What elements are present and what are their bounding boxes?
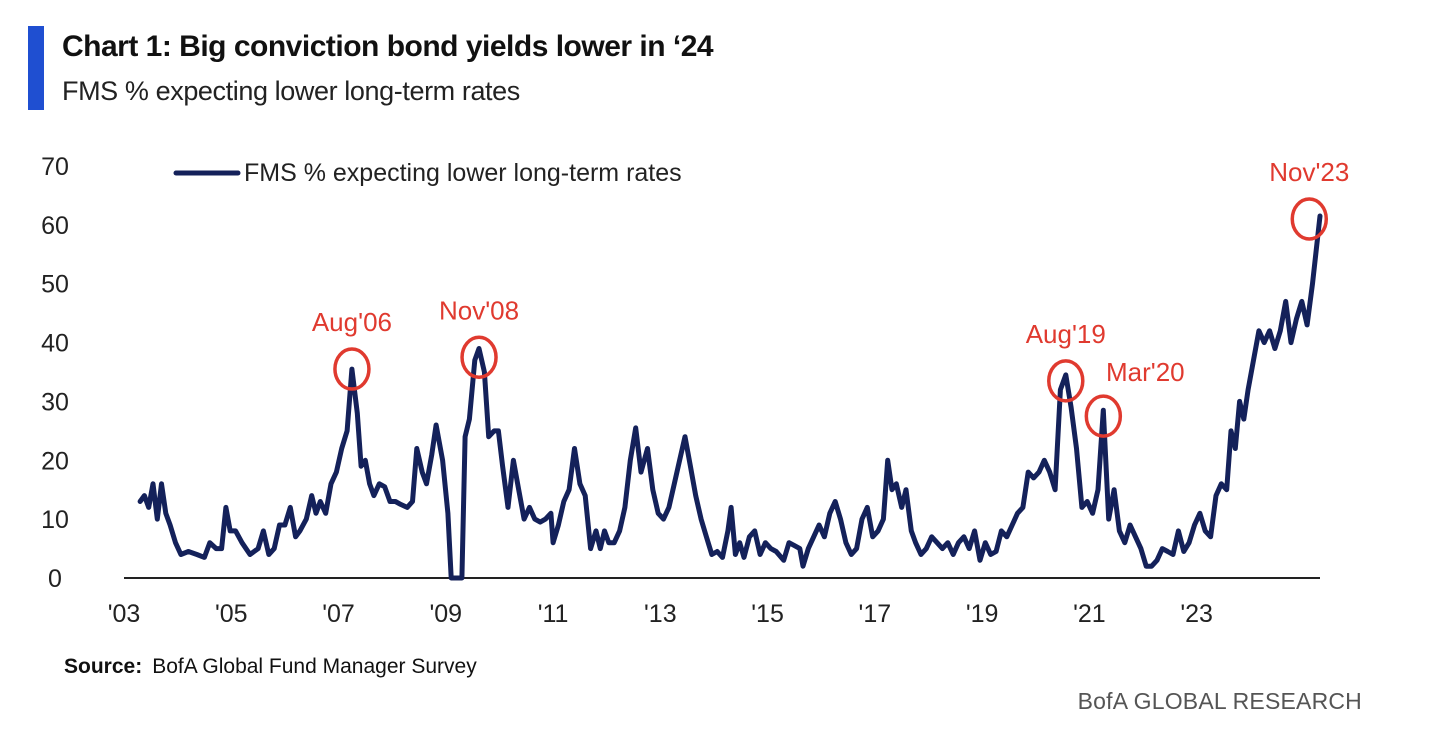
annotation-circle <box>333 347 371 391</box>
x-tick-label: '19 <box>966 600 999 628</box>
x-tick-label: '17 <box>859 600 892 628</box>
chart-title: Chart 1: Big conviction bond yields lowe… <box>62 30 714 63</box>
source-text: BofA Global Fund Manager Survey <box>152 655 477 678</box>
chart-subtitle: FMS % expecting lower long-term rates <box>62 76 520 106</box>
annotation-label: Nov'23 <box>1269 157 1349 187</box>
x-tick-label: '15 <box>751 600 784 628</box>
annotation-label: Aug'06 <box>312 307 392 337</box>
annotation-label: Aug'19 <box>1026 319 1106 349</box>
annotation-circle <box>460 335 498 380</box>
x-tick-label: '05 <box>215 600 248 628</box>
y-axis-tick-labels: 0 10 20 30 40 50 60 70 <box>41 153 69 593</box>
x-tick-label: '23 <box>1180 600 1213 628</box>
chart-legend: FMS % expecting lower long-term rates <box>173 159 682 187</box>
legend-label: FMS % expecting lower long-term rates <box>244 159 682 187</box>
annotation-label: Mar'20 <box>1106 357 1185 387</box>
x-tick-label: '03 <box>108 600 141 628</box>
y-tick-label: 60 <box>41 212 69 240</box>
y-tick-label: 20 <box>41 447 69 475</box>
footer-brand: BofA GLOBAL RESEARCH <box>1077 688 1362 714</box>
y-tick-label: 50 <box>41 271 69 299</box>
annotation-circle <box>1084 394 1123 438</box>
title-accent-bar <box>28 26 44 110</box>
series-layer <box>137 213 1323 581</box>
y-tick-label: 40 <box>41 330 69 358</box>
y-tick-label: 70 <box>41 153 69 181</box>
annotation-circle <box>1047 359 1085 403</box>
x-axis-tick-labels: '03 '05 '07 '09 '11 '13 '15 '17 '19 '21 '23 <box>108 600 1213 628</box>
x-tick-label: '21 <box>1073 600 1106 628</box>
x-tick-label: '13 <box>644 600 677 628</box>
y-tick-label: 10 <box>41 506 69 534</box>
annotation-circle <box>1290 197 1329 241</box>
annotation-label: Nov'08 <box>439 295 519 325</box>
y-tick-label: 30 <box>41 388 69 416</box>
x-tick-label: '07 <box>322 600 355 628</box>
x-tick-label: '11 <box>538 600 569 628</box>
y-tick-label: 0 <box>48 565 62 593</box>
source-note: Source: BofA Global Fund Manager Survey <box>64 655 477 679</box>
x-tick-label: '09 <box>429 600 462 628</box>
series-line <box>137 213 1323 581</box>
source-label: Source: <box>64 655 143 678</box>
